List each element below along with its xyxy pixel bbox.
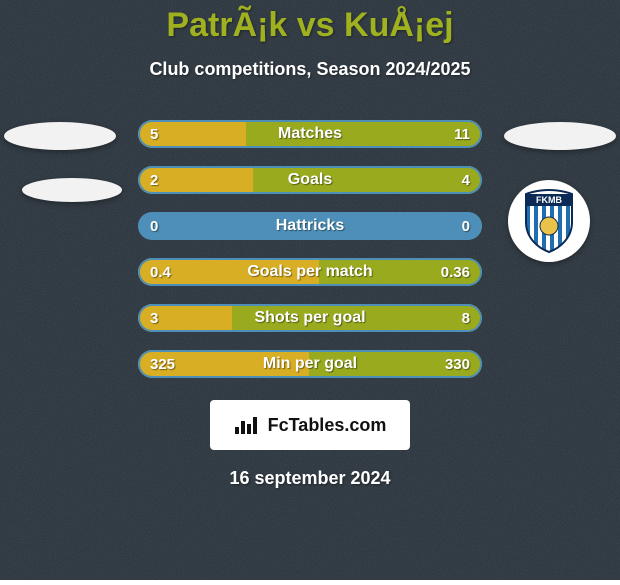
right-player-badge-1 [504,122,616,150]
brand-badge: FcTables.com [210,400,410,450]
club-crest-icon: FKMB [522,188,576,254]
brand-text: FcTables.com [268,415,387,436]
date-text: 16 september 2024 [0,468,620,489]
stat-row: 00Hattricks [138,212,482,240]
left-player-badge-1 [4,122,116,150]
left-player-badge-2 [22,178,122,202]
stat-bar-left [138,166,253,194]
stat-row: 511Matches [138,120,482,148]
stat-bar-left [138,258,319,286]
subtitle: Club competitions, Season 2024/2025 [0,59,620,80]
club-crest-text: FKMB [536,195,562,205]
stat-row: 24Goals [138,166,482,194]
stat-bar-left [138,304,232,332]
stat-row: 325330Min per goal [138,350,482,378]
stat-bar-right [319,258,482,286]
brand-chart-icon [234,415,260,435]
stat-bar-right [253,166,482,194]
stat-row: 0.40.36Goals per match [138,258,482,286]
stat-bar-left [138,350,309,378]
stat-bar-right [232,304,482,332]
right-club-crest: FKMB [508,180,590,262]
page-title: PatrÃ¡k vs KuÅ¡ej [0,0,620,45]
stat-bar-left [138,120,246,148]
stat-bar-right [246,120,483,148]
stat-bar-right [309,350,482,378]
stat-row: 38Shots per goal [138,304,482,332]
